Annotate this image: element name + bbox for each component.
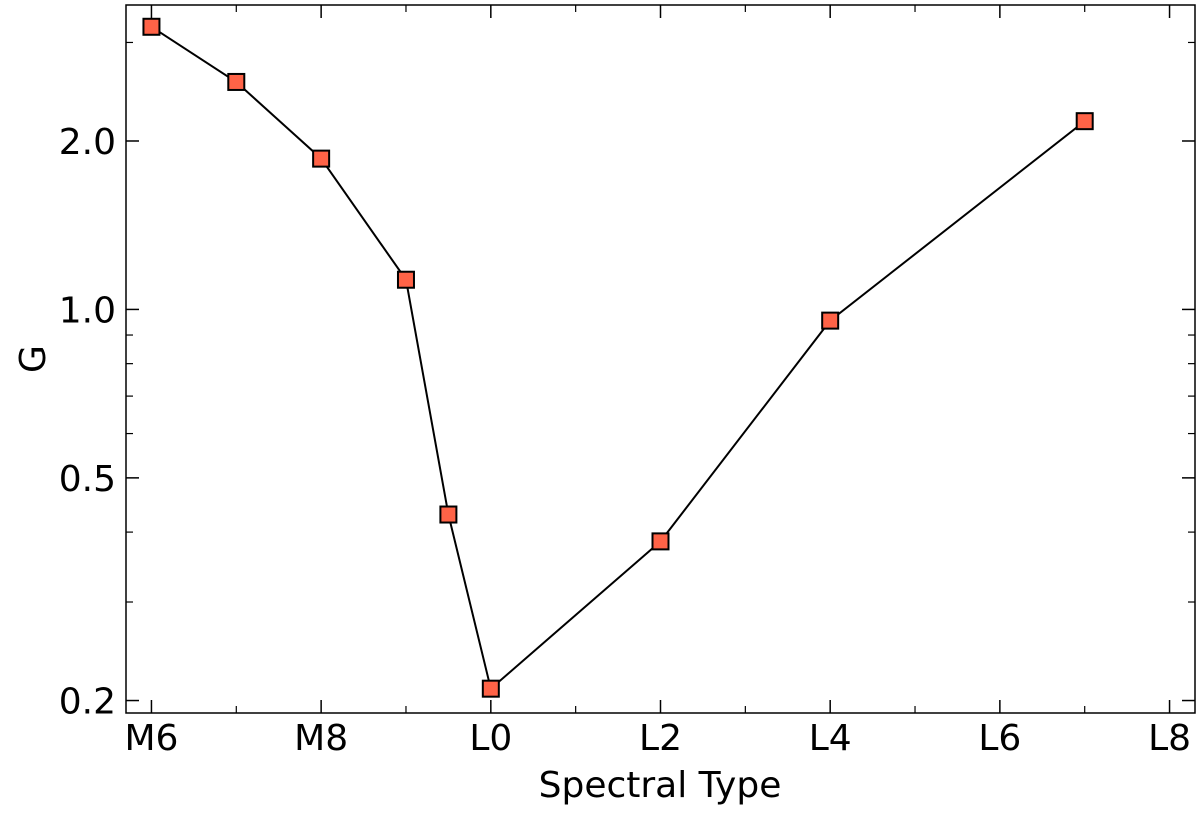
x-tick-label: M6: [124, 718, 178, 759]
data-point-L2: [651, 532, 670, 551]
data-point-L4: [821, 311, 840, 330]
data-point-L0: [481, 679, 500, 698]
data-point-M8: [312, 149, 331, 168]
series-line: [150, 25, 1086, 691]
x-tick-label: L6: [978, 718, 1021, 759]
x-tick-label: L8: [1148, 718, 1191, 759]
data-point-M9.5: [439, 505, 458, 524]
y-tick-label: 2.0: [59, 122, 116, 163]
markers: [142, 17, 1094, 698]
data-point-L7: [1075, 112, 1094, 131]
y-axis-label: G: [13, 345, 54, 373]
tick-labels: M6 M8 L0 L2 L4 L6 L8 0.2 0.5 1.0 2.0: [59, 122, 1191, 759]
y-tick-label: 1.0: [59, 290, 116, 331]
x-tick-label: M8: [294, 718, 348, 759]
y-tick-label: 0.5: [59, 459, 116, 500]
y-tick-label: 0.2: [59, 682, 116, 723]
data-point-M9: [396, 270, 415, 289]
x-tick-label: L2: [639, 718, 682, 759]
x-axis-label: Spectral Type: [539, 765, 782, 806]
x-tick-label: L4: [809, 718, 852, 759]
x-tick-label: L0: [469, 718, 512, 759]
data-point-M7: [227, 72, 246, 91]
plot-frame: [125, 4, 1196, 714]
ticks: [126, 5, 1195, 713]
data-point-M6: [142, 17, 161, 36]
